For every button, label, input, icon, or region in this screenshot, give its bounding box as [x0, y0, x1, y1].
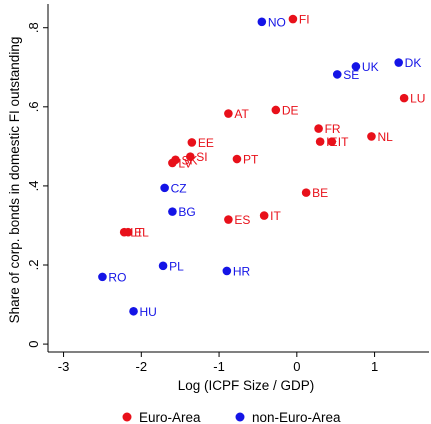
- point-label-fi: FI: [299, 13, 310, 27]
- x-tick-label: 0: [293, 359, 300, 374]
- non-euro-point-uk: [351, 62, 361, 71]
- point-label-el: EL: [134, 226, 149, 240]
- y-tick-label: .6: [26, 101, 41, 112]
- y-tick-label: .2: [26, 260, 41, 271]
- point-label-it: IT: [338, 135, 349, 149]
- euro-point-it: [259, 211, 269, 220]
- point-label-se: SE: [343, 68, 359, 82]
- legend-label-non-euro: non-Euro-Area: [252, 410, 341, 424]
- legend: Euro-Area non-Euro-Area: [122, 410, 341, 424]
- non-euro-point-bg: [168, 207, 177, 216]
- y-axis-title: Share of corp. bonds in domestic FI outs…: [7, 37, 22, 324]
- non-euro-point-cz: [160, 183, 169, 193]
- x-tick-label: 1: [371, 359, 378, 374]
- legend-marker-euro: [122, 412, 132, 422]
- point-label-hr: HR: [233, 264, 251, 278]
- euro-point-de: [271, 105, 281, 115]
- x-tick-label: -2: [136, 359, 148, 374]
- x-axis-title: Log (ICPF Size / GDP): [178, 378, 315, 393]
- point-label-cz: CZ: [171, 181, 187, 195]
- euro-point-it: [327, 137, 337, 146]
- euro-point-ie: [315, 137, 325, 146]
- x-tick-label: -1: [213, 359, 225, 374]
- point-label-sk: SK: [182, 153, 198, 167]
- euro-point-be: [301, 188, 311, 197]
- non-euro-point-se: [332, 70, 342, 79]
- point-label-hu: HU: [140, 305, 157, 319]
- legend-marker-non-euro: [235, 412, 245, 422]
- point-label-lt: LT: [130, 226, 144, 240]
- point-label-lv: LV: [178, 156, 192, 170]
- point-label-dk: DK: [405, 56, 422, 70]
- euro-point-at: [224, 109, 233, 118]
- data-points: FILUDEATFRNLIEITEEPTSISKLVBEITESLTELNOUK…: [98, 13, 425, 319]
- point-label-de: DE: [282, 103, 299, 117]
- euro-point-el: [123, 227, 133, 237]
- point-label-uk: UK: [362, 60, 379, 74]
- euro-point-si: [185, 152, 195, 161]
- point-label-pl: PL: [169, 259, 184, 273]
- point-label-bg: BG: [178, 205, 195, 219]
- non-euro-point-hr: [222, 266, 232, 276]
- y-tick-label: .4: [26, 180, 41, 191]
- point-label-si: SI: [196, 150, 207, 164]
- euro-point-fi: [288, 14, 298, 24]
- point-label-nl: NL: [377, 130, 393, 144]
- axes: -3 -2 -1 0 1 0 .2 .4 .6 .8: [26, 4, 429, 374]
- non-euro-point-no: [257, 17, 267, 27]
- euro-point-es: [224, 215, 233, 224]
- point-label-ee: EE: [198, 136, 214, 150]
- euro-point-nl: [367, 132, 376, 141]
- euro-point-ee: [187, 138, 197, 147]
- non-euro-point-ro: [98, 272, 107, 282]
- y-tick-label: 0: [26, 340, 41, 347]
- x-tick-label: -3: [58, 359, 70, 374]
- point-label-ro: RO: [108, 270, 126, 284]
- euro-point-pt: [232, 154, 242, 164]
- euro-point-lu: [399, 93, 409, 103]
- point-label-be: BE: [312, 186, 328, 200]
- non-euro-point-dk: [394, 58, 403, 67]
- point-label-no: NO: [268, 15, 286, 29]
- non-euro-point-hu: [129, 306, 138, 316]
- point-label-it: IT: [270, 209, 281, 223]
- non-euro-point-pl: [158, 261, 168, 271]
- y-tick-label: .8: [26, 22, 41, 33]
- point-label-at: AT: [234, 107, 249, 121]
- euro-point-lv: [168, 158, 177, 168]
- point-label-lu: LU: [410, 92, 425, 106]
- point-label-pt: PT: [243, 153, 259, 167]
- euro-point-fr: [314, 124, 323, 133]
- point-label-fr: FR: [325, 122, 341, 136]
- legend-label-euro: Euro-Area: [139, 410, 201, 424]
- point-label-es: ES: [234, 213, 250, 227]
